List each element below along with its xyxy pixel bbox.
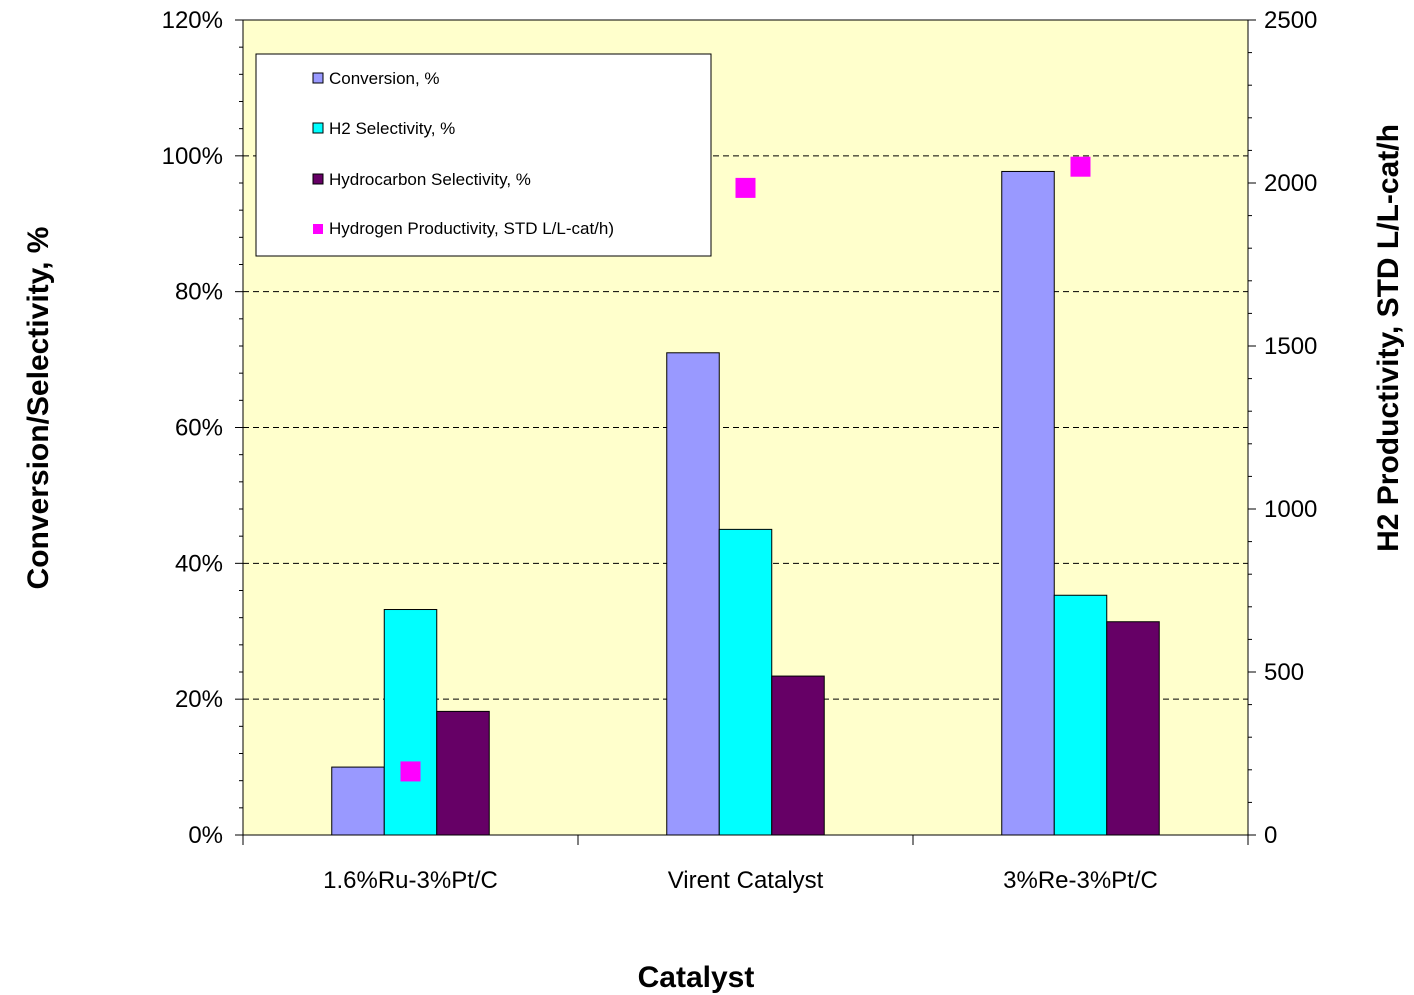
y2-tick-label: 0	[1264, 822, 1277, 849]
bar-h2-selectivity-0	[383, 609, 438, 836]
point-hydrogen-productivity-2	[1070, 156, 1091, 177]
legend-label-conversion: Conversion, %	[329, 69, 440, 88]
x-axis-title: Catalyst	[638, 961, 755, 994]
y-tick-label: 0%	[188, 822, 223, 849]
legend-swatch-hydrocarbon-selectivity	[312, 173, 324, 185]
y2-tick-label: 2500	[1264, 7, 1317, 34]
legend-swatch-conversion	[312, 72, 324, 84]
legend-swatch-h2-selectivity	[312, 122, 324, 134]
bar-hydrocarbon-selectivity-1	[771, 675, 825, 836]
y-tick-label: 40%	[175, 550, 223, 577]
y2-tick-label: 2000	[1264, 170, 1317, 197]
bar-conversion-0	[331, 766, 385, 836]
y-tick-label: 20%	[175, 686, 223, 713]
legend-swatch-hydrogen-productivity	[313, 224, 323, 234]
y-tick-label: 60%	[175, 415, 223, 442]
x-tick-label: Virent Catalyst	[668, 867, 824, 894]
bar-conversion-1	[666, 352, 720, 836]
y2-tick-label: 1000	[1264, 496, 1317, 523]
legend-label-h2-selectivity: H2 Selectivity, %	[329, 119, 455, 138]
bars	[331, 170, 1160, 836]
point-hydrogen-productivity-0	[400, 761, 421, 782]
x-tick-label: 1.6%Ru-3%Pt/C	[323, 867, 498, 894]
legend-label-hydrocarbon-selectivity: Hydrocarbon Selectivity, %	[329, 170, 531, 189]
y-axis-title: Conversion/Selectivity, %	[22, 227, 55, 590]
y-tick-label: 80%	[175, 279, 223, 306]
point-hydrogen-productivity-1	[735, 177, 756, 198]
legend-label-hydrogen-productivity: Hydrogen Productivity, STD L/L-cat/h)	[329, 219, 614, 238]
bar-h2-selectivity-2	[1053, 594, 1108, 836]
y2-axis-title: H2 Productivity, STD L/L-cat/h	[1372, 124, 1405, 552]
legend-box	[255, 53, 712, 257]
y-tick-label: 120%	[162, 7, 223, 34]
y-tick-label: 100%	[162, 143, 223, 170]
y2-tick-label: 500	[1264, 659, 1304, 686]
legend: Conversion, % H2 Selectivity, % Hydrocar…	[255, 53, 712, 257]
bar-hydrocarbon-selectivity-0	[436, 710, 490, 836]
axes: 1.6%Ru-3%Pt/C Virent Catalyst 3%Re-3%Pt/C 0…	[162, 7, 1318, 894]
points	[400, 156, 1091, 782]
x-tick-label: 3%Re-3%Pt/C	[1003, 867, 1158, 894]
bar-hydrocarbon-selectivity-2	[1106, 621, 1160, 836]
bar-conversion-2	[1001, 170, 1055, 836]
y2-tick-label: 1500	[1264, 333, 1317, 360]
bar-h2-selectivity-1	[718, 528, 773, 836]
